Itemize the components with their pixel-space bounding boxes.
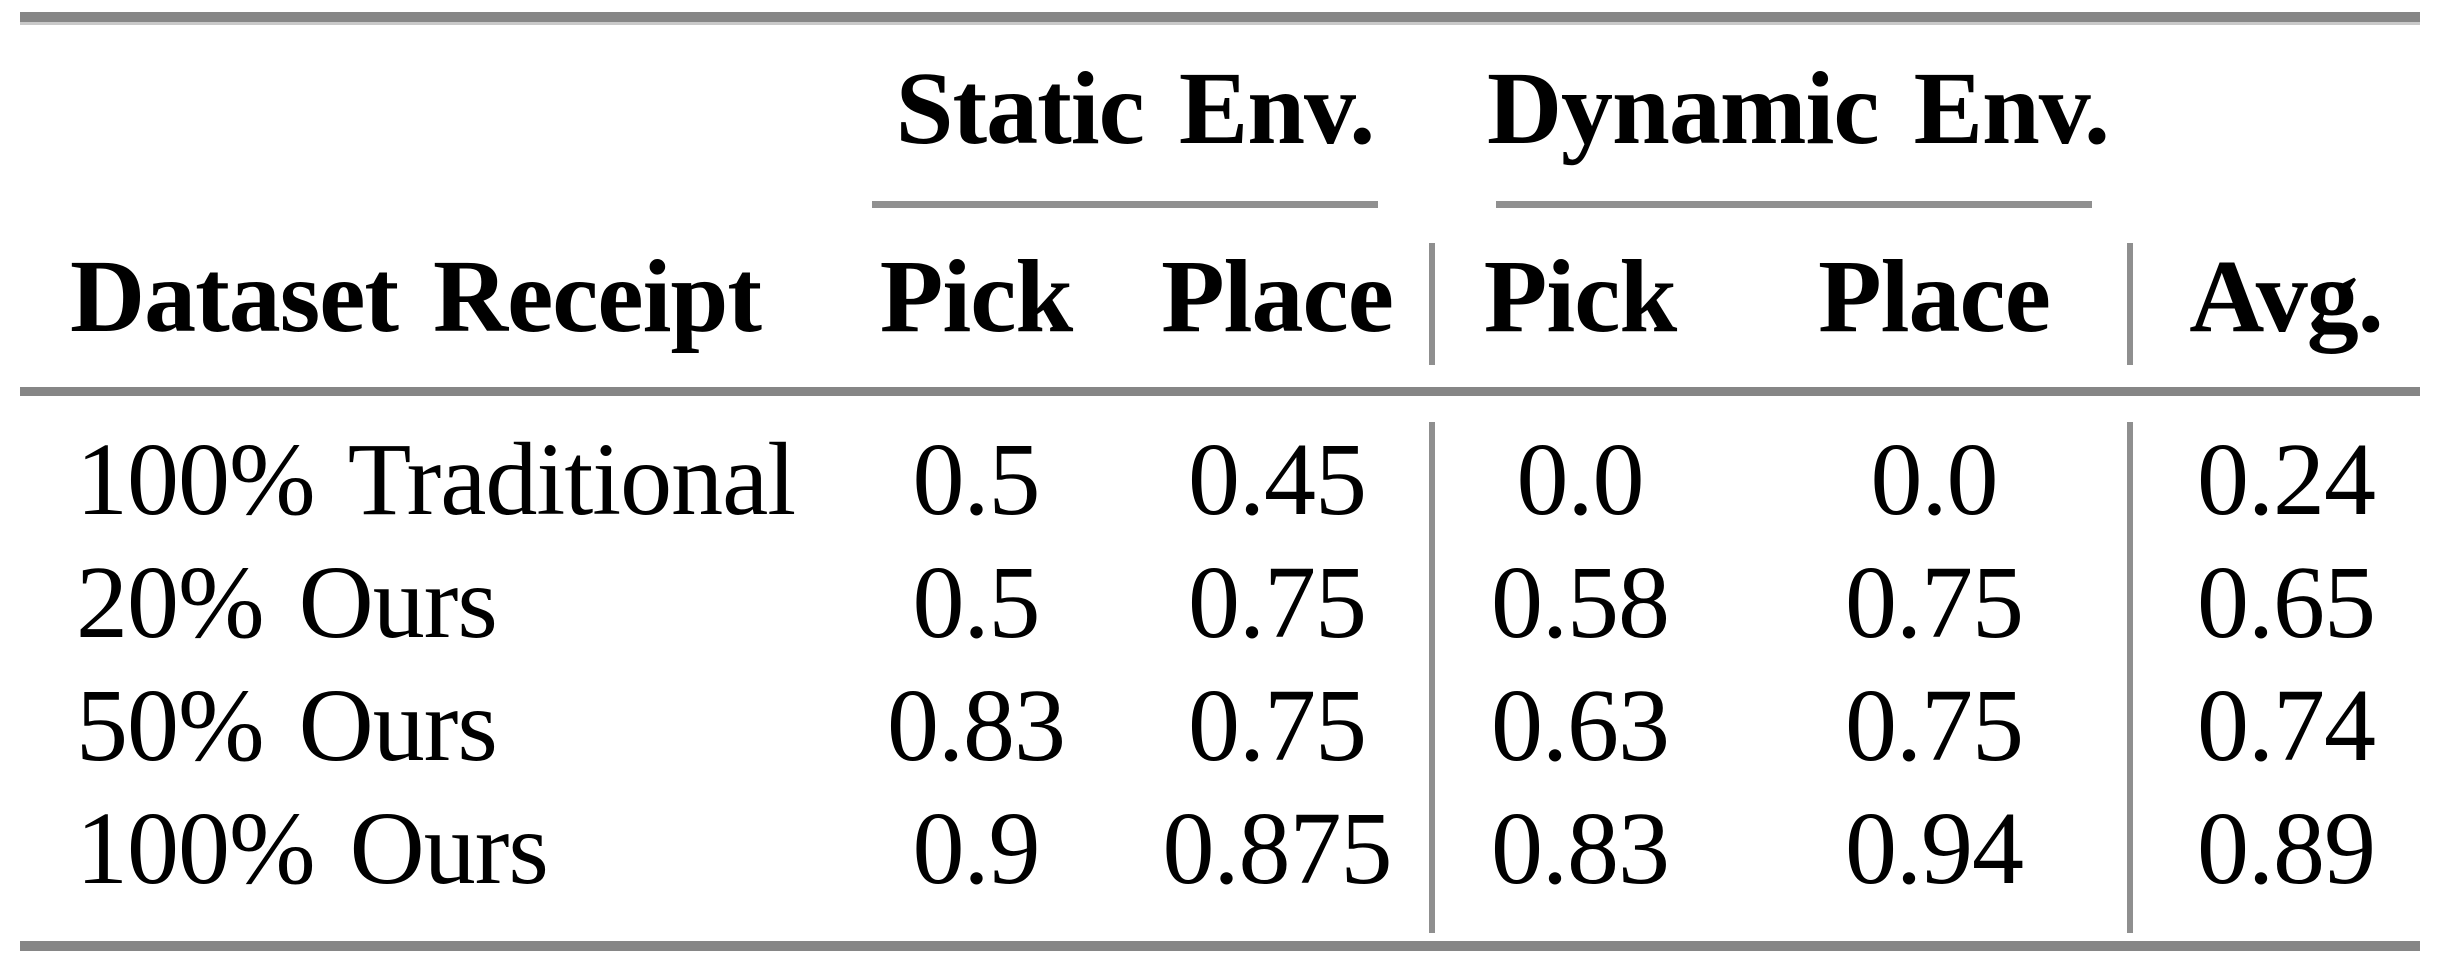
cell-dynamic-pick: 0.63 bbox=[1491, 668, 1670, 783]
cell-static-pick: 0.9 bbox=[912, 791, 1041, 906]
cell-dynamic-place: 0.75 bbox=[1845, 545, 2024, 660]
cell-static-place: 0.75 bbox=[1188, 545, 1367, 660]
column-header-dynamic-place: Place bbox=[1818, 239, 2051, 354]
column-header-dynamic-pick: Pick bbox=[1483, 239, 1677, 354]
column-separator-1 bbox=[1429, 422, 1435, 933]
cell-avg: 0.65 bbox=[2197, 545, 2376, 660]
row-label: 100% Traditional bbox=[76, 422, 796, 537]
row-label: 50% Ours bbox=[76, 668, 498, 783]
column-separator-2 bbox=[2127, 243, 2133, 365]
table-header-rule bbox=[20, 387, 2420, 396]
cell-dynamic-place: 0.75 bbox=[1845, 668, 2024, 783]
cell-static-pick: 0.5 bbox=[912, 422, 1041, 537]
cell-dynamic-place: 0.94 bbox=[1845, 791, 2024, 906]
cell-avg: 0.89 bbox=[2197, 791, 2376, 906]
cell-static-place: 0.45 bbox=[1188, 422, 1367, 537]
cell-static-pick: 0.83 bbox=[887, 668, 1066, 783]
static-env-underline bbox=[872, 201, 1378, 208]
cell-static-pick: 0.5 bbox=[912, 545, 1041, 660]
column-header-static-place: Place bbox=[1161, 239, 1394, 354]
table-bottom-rule bbox=[20, 941, 2420, 951]
dynamic-env-underline bbox=[1496, 201, 2092, 208]
row-label: 20% Ours bbox=[76, 545, 498, 660]
cell-dynamic-pick: 0.58 bbox=[1491, 545, 1670, 660]
column-separator-2 bbox=[2127, 422, 2133, 933]
row-label: 100% Ours bbox=[76, 791, 549, 906]
cell-avg: 0.24 bbox=[2197, 422, 2376, 537]
column-header-dataset-receipt: Dataset Receipt bbox=[70, 239, 762, 354]
column-header-static-pick: Pick bbox=[879, 239, 1073, 354]
cell-avg: 0.74 bbox=[2197, 668, 2376, 783]
cell-static-place: 0.75 bbox=[1188, 668, 1367, 783]
column-separator-1 bbox=[1429, 243, 1435, 365]
group-header-dynamic-env: Dynamic Env. bbox=[1486, 51, 2110, 166]
cell-static-place: 0.875 bbox=[1162, 791, 1393, 906]
group-header-static-env: Static Env. bbox=[895, 51, 1376, 166]
column-header-avg: Avg. bbox=[2189, 239, 2383, 354]
table-top-rule bbox=[20, 12, 2420, 25]
cell-dynamic-pick: 0.0 bbox=[1516, 422, 1645, 537]
cell-dynamic-pick: 0.83 bbox=[1491, 791, 1670, 906]
cell-dynamic-place: 0.0 bbox=[1870, 422, 1999, 537]
